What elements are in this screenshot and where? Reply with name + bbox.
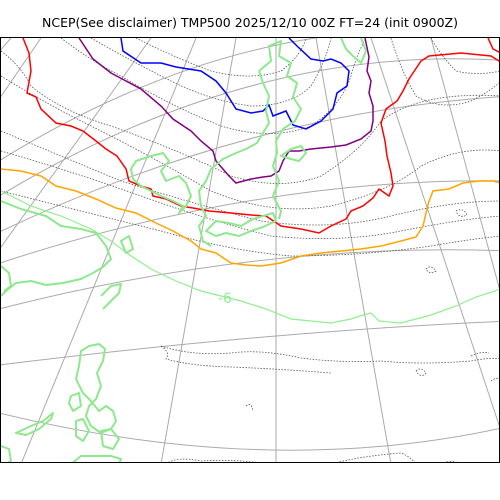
graticule-meridians [1,38,499,462]
isotherm [445,461,457,462]
meridian [430,38,499,289]
contour-red [22,38,499,234]
meridian [315,38,392,462]
coastlines [1,38,367,462]
isotherm [470,352,490,357]
map-frame: -6 [0,37,500,463]
isotherm [1,75,499,210]
weather-map: -6 [1,38,499,462]
latitude-arc [1,249,499,309]
isotherm [430,38,499,74]
isotherm [160,345,332,374]
coastline [71,455,122,462]
isotherm [245,403,254,412]
graticule-latitudes [1,38,499,451]
isotherm [160,345,499,364]
contour-orange [1,168,499,267]
contour-blue [120,38,350,130]
meridian [370,38,499,427]
isotherms-dotted [1,38,499,462]
isotherm [390,38,499,106]
latitude-arc [1,412,499,451]
latitude-arc [1,96,499,232]
coastline [75,418,90,442]
coastline [280,145,307,162]
isotherm [455,209,468,217]
coastline [1,265,12,292]
meridian [1,38,152,248]
isotherm [60,38,367,134]
meridian [1,38,12,51]
coastline [1,200,112,297]
isotherm [490,377,499,382]
meridian [160,38,237,462]
isotherm [337,452,415,462]
isotherm [1,150,499,239]
isotherm [1,50,499,184]
isotherm [135,38,307,77]
meridian [1,38,42,98]
coastline [130,152,192,214]
coastline [75,343,117,434]
coastline [1,445,12,462]
coastline [100,428,120,450]
map-title: NCEP(See disclaimer) TMP500 2025/12/10 0… [41,15,458,30]
coastline [120,235,134,254]
isotherm [1,130,499,226]
contour-purple [78,38,374,184]
coastline [68,392,82,412]
contour-label: -6 [218,291,232,307]
isotherm [90,38,332,107]
isotherm [425,266,437,273]
coastline [205,212,277,237]
contour-red-top [487,38,499,53]
coastline [100,283,122,310]
coastline [15,412,54,436]
isotherm [415,368,427,376]
coastline [198,70,270,247]
isotherm [168,458,257,462]
contour-light-green [1,190,499,324]
coastline [340,38,367,64]
latitude-arc [1,321,499,366]
latitude-arc [1,180,499,264]
coastline [258,40,302,220]
